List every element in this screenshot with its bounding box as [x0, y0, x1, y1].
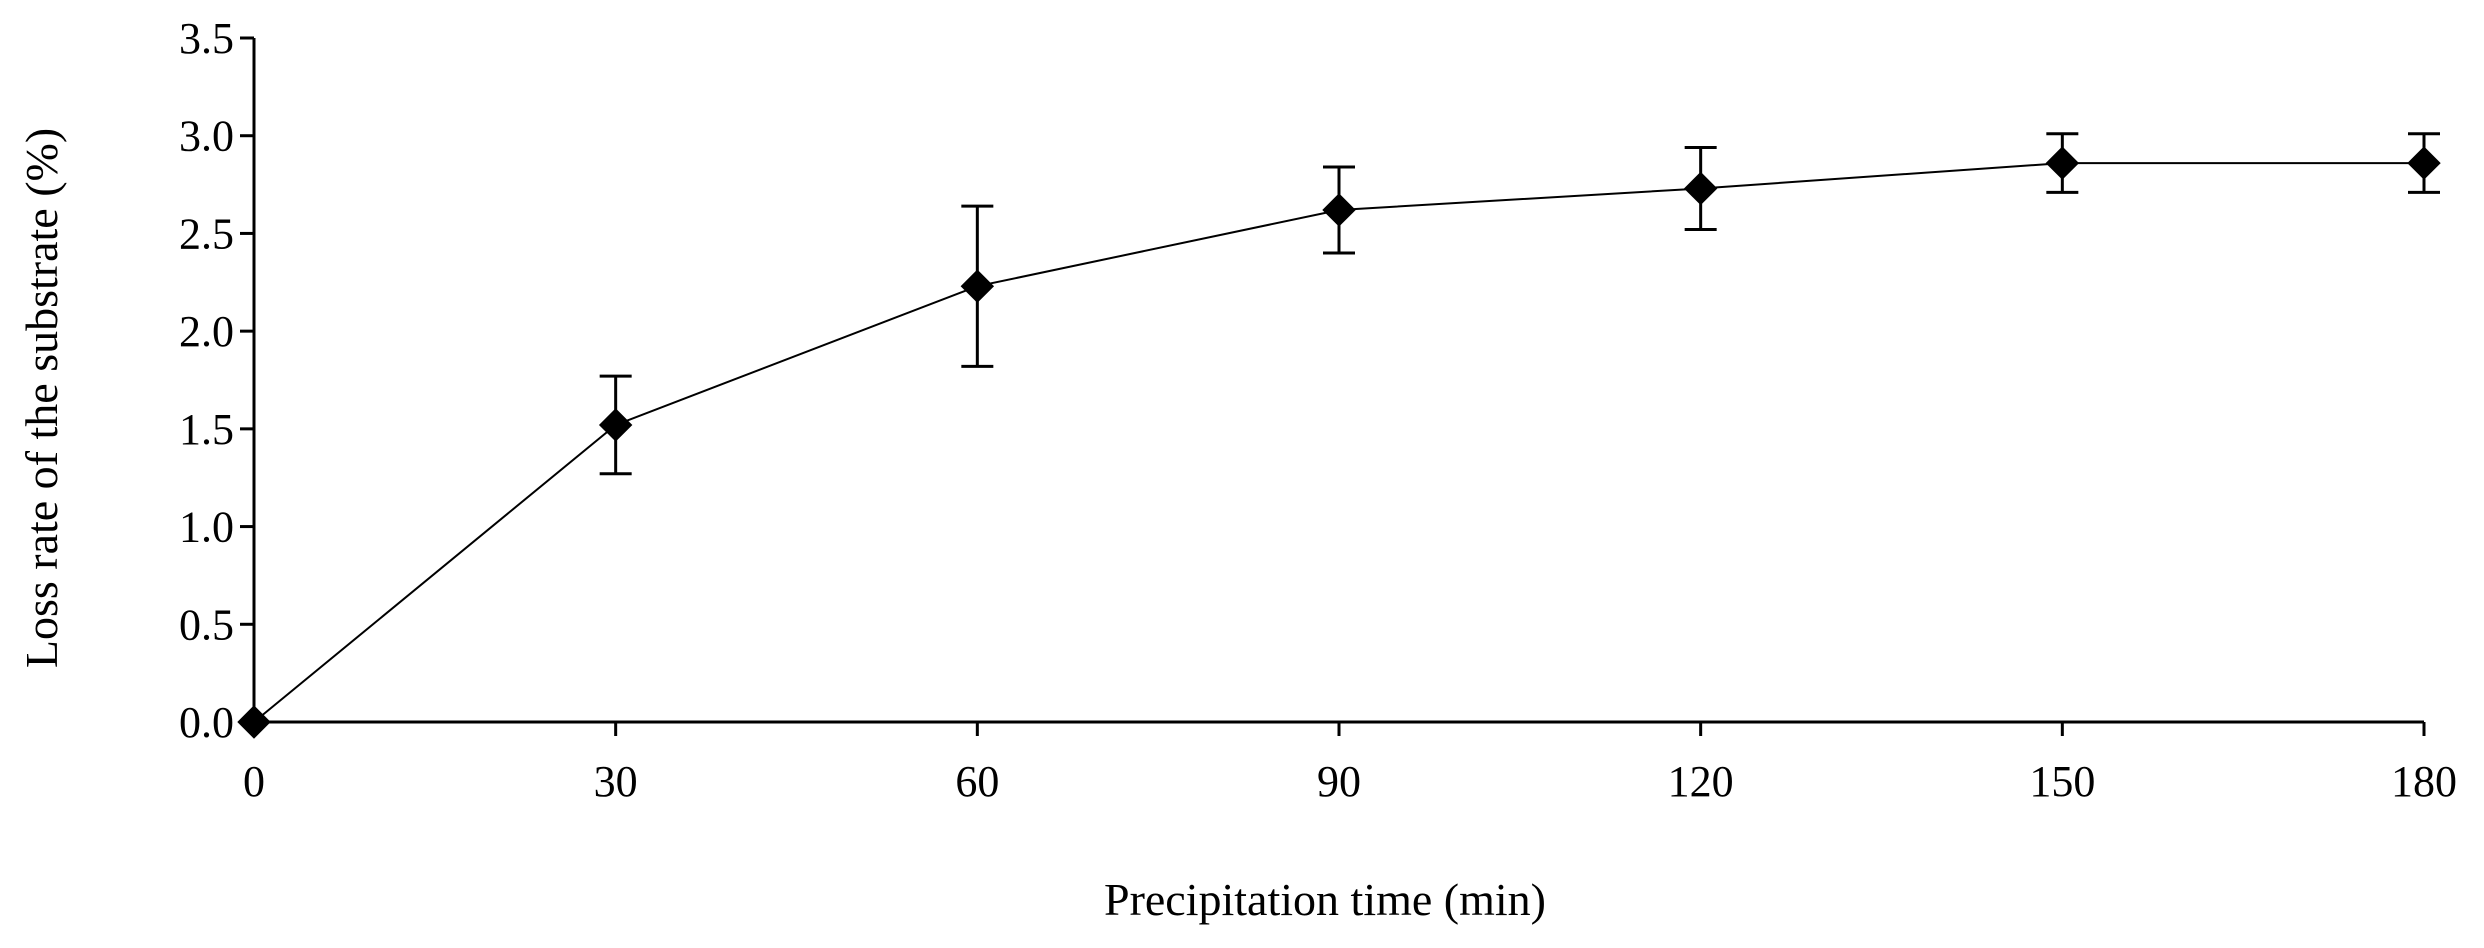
y-tick-label: 0.0 [179, 698, 234, 747]
x-tick-label: 180 [2391, 757, 2457, 806]
y-tick-label: 3.0 [179, 112, 234, 161]
data-point-marker [598, 408, 633, 442]
axis-labels: Precipitation time (min) Loss rate of th… [16, 128, 1546, 925]
y-tick-label: 2.5 [179, 209, 234, 258]
y-tick-label: 1.5 [179, 405, 234, 454]
y-tick-label: 0.5 [179, 600, 234, 649]
data-series [237, 132, 2441, 739]
x-tick-label: 90 [1317, 757, 1361, 806]
y-axis-title: Loss rate of the substrate (%) [16, 128, 67, 668]
x-axis-title: Precipitation time (min) [1104, 874, 1546, 925]
x-tick-label: 60 [955, 757, 999, 806]
data-point-marker [1322, 193, 1356, 227]
axes: 0.0 0.5 1.0 1.5 2.0 2.5 3.0 3.5 0 30 60 90 120 150 180 [179, 14, 2457, 806]
data-point-marker [960, 269, 995, 303]
y-tick-label: 3.5 [179, 14, 234, 63]
data-point-marker [2407, 146, 2441, 180]
y-tick-label: 2.0 [179, 307, 234, 356]
x-tick-label: 120 [1668, 757, 1734, 806]
y-tick-label: 1.0 [179, 503, 234, 552]
x-tick-label: 30 [594, 757, 638, 806]
data-point-marker [237, 705, 271, 739]
data-point-marker [2045, 146, 2080, 180]
x-tick-label: 150 [2029, 757, 2095, 806]
data-point-marker [1683, 171, 1718, 206]
x-tick-label: 0 [243, 757, 265, 806]
